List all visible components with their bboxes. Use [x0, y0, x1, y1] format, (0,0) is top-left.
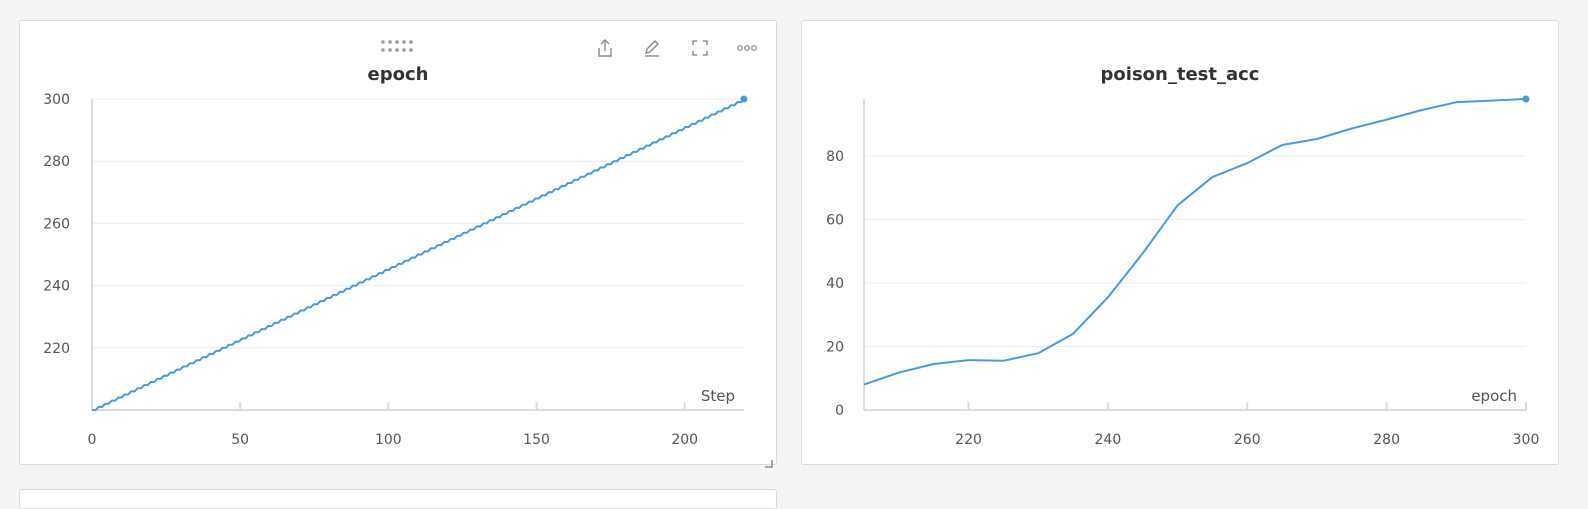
epoch-line-chart: 220 240 260 280 300 0 50 100 150 200 Step	[43, 92, 748, 448]
series-end-point	[1522, 95, 1530, 103]
y-tick-label: 220	[43, 341, 70, 357]
fullscreen-icon[interactable]	[687, 35, 713, 61]
series-line	[863, 98, 1527, 386]
y-tick-label: 300	[43, 92, 70, 108]
x-tick-label: 200	[671, 432, 698, 448]
x-tick-label: 260	[1234, 432, 1261, 448]
epoch-chart-panel: epoch 220 240 260 280 300 0 50 100 150 200 Step	[19, 20, 777, 468]
y-tick-label: 280	[43, 154, 70, 170]
next-chart-panel	[19, 489, 777, 509]
drag-handle-icon[interactable]	[380, 38, 416, 52]
y-tick-label: 60	[826, 213, 844, 229]
y-tick-label: 20	[826, 340, 844, 356]
resize-handle-icon[interactable]	[765, 453, 773, 468]
series-line	[92, 98, 745, 411]
share-icon[interactable]	[592, 35, 618, 61]
y-tick-label: 260	[43, 216, 70, 232]
x-tick-label: 150	[523, 432, 550, 448]
chart-title: poison_test_acc	[1100, 64, 1260, 85]
chart-title: epoch	[367, 64, 429, 85]
y-tick-label: 40	[826, 276, 844, 292]
x-tick-label: 50	[231, 432, 249, 448]
more-options-icon[interactable]	[734, 35, 760, 61]
x-tick-label: 280	[1373, 432, 1400, 448]
series-end-point	[740, 95, 748, 103]
x-axis-title: epoch	[1471, 387, 1517, 405]
poison-test-acc-chart-panel: poison_test_acc 0 20 40 60 80 220 240 260 280 300…	[801, 20, 1559, 465]
y-tick-label: 240	[43, 279, 70, 295]
x-tick-label: 100	[375, 432, 402, 448]
y-tick-label: 0	[835, 403, 844, 419]
poison-test-acc-line-chart: 0 20 40 60 80 220 240 260 280 300 epoch	[826, 95, 1540, 448]
x-tick-label: 0	[88, 432, 97, 448]
x-tick-label: 220	[955, 432, 982, 448]
x-tick-label: 240	[1095, 432, 1122, 448]
y-tick-label: 80	[826, 149, 844, 165]
edit-icon[interactable]	[639, 35, 665, 61]
x-axis-title: Step	[701, 387, 735, 405]
x-tick-label: 300	[1513, 432, 1540, 448]
